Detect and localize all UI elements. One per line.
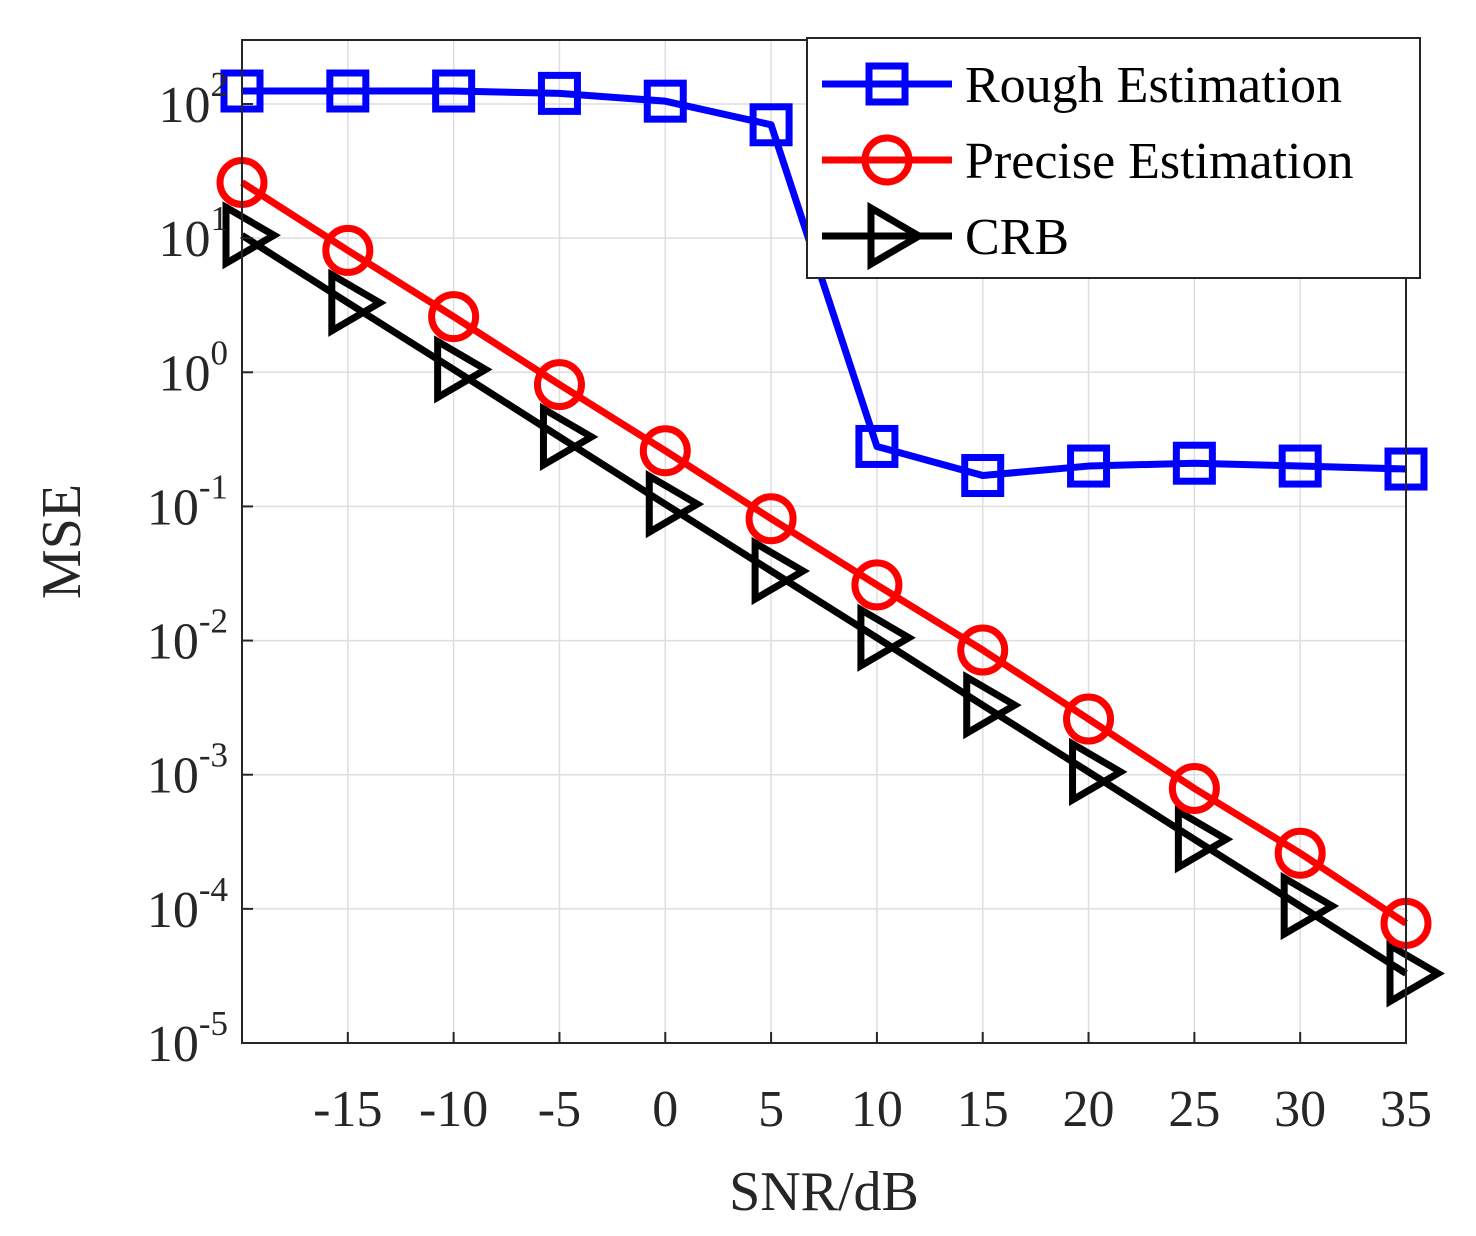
y-tick-label: 100 [159, 333, 229, 402]
legend-label: Precise Estimation [965, 133, 1353, 190]
legend-item: CRB [822, 201, 1069, 271]
data-point [963, 671, 1022, 740]
x-tick-labels: -15 -10 -5 0 5 10 15 20 25 30 35 [313, 1081, 1432, 1138]
series-precise-estimation [216, 156, 1432, 949]
legend-marker [861, 134, 913, 186]
data-point [434, 335, 493, 404]
data-point [957, 624, 1009, 676]
data-point [751, 536, 811, 606]
data-point [533, 359, 585, 411]
y-tick-exponent: 1 [211, 199, 229, 238]
y-tick-base: 10 [147, 882, 199, 939]
data-point [1069, 737, 1128, 806]
data-point [1168, 762, 1220, 814]
y-tick-exponent: -5 [199, 1004, 228, 1043]
legend: Rough Estimation Precise Estimation CRB [806, 37, 1421, 279]
data-point [539, 402, 599, 471]
y-tick-base: 10 [147, 479, 199, 536]
data-point [1280, 871, 1340, 941]
y-tick-label: 10-1 [147, 467, 228, 536]
data-point [537, 71, 581, 115]
data-point [432, 69, 476, 113]
x-tick-label: -15 [313, 1081, 382, 1138]
y-tick-base: 10 [147, 748, 199, 805]
legend-marker [865, 62, 909, 106]
series-crb [222, 201, 1445, 1008]
y-tick-exponent: 2 [211, 65, 229, 104]
data-point [857, 603, 916, 672]
legend-label: Rough Estimation [965, 57, 1342, 114]
data-point [326, 69, 370, 113]
x-tick-label: 35 [1380, 1081, 1432, 1138]
series-layer [216, 69, 1445, 1008]
data-point [639, 425, 691, 477]
x-tick-label: 5 [758, 1081, 784, 1138]
x-tick-label: -10 [419, 1081, 488, 1138]
y-tick-base: 10 [147, 1016, 199, 1073]
x-tick-label: 25 [1168, 1081, 1220, 1138]
y-tick-exponent: -2 [199, 602, 228, 641]
y-tick-exponent: 0 [211, 333, 229, 372]
axis-ticks [242, 103, 1407, 1044]
data-point [1067, 444, 1111, 488]
y-tick-exponent: -1 [199, 467, 228, 506]
y-tick-label: 102 [159, 65, 229, 134]
data-point [1278, 444, 1322, 488]
legend-item: Precise Estimation [822, 133, 1353, 190]
y-tick-base: 10 [147, 614, 199, 671]
data-point [322, 224, 374, 276]
legend-label: CRB [965, 209, 1069, 266]
y-tick-base: 10 [159, 77, 211, 134]
data-point [222, 201, 281, 270]
data-point [328, 268, 387, 337]
y-tick-label: 10-4 [147, 870, 228, 939]
series-rough-estimation [220, 69, 1428, 498]
data-point [643, 79, 687, 123]
y-tick-base: 10 [159, 211, 211, 268]
y-tick-exponent: -3 [199, 736, 228, 775]
y-tick-label: 10-5 [147, 1004, 228, 1073]
data-point [1274, 827, 1326, 879]
data-point [851, 559, 903, 611]
y-axis-title: MSE [31, 484, 93, 599]
y-tick-base: 10 [159, 345, 211, 402]
data-point [749, 103, 793, 147]
data-point [745, 493, 797, 545]
y-tick-label: 10-2 [147, 602, 228, 671]
data-point [428, 291, 480, 343]
legend-marker [867, 201, 926, 271]
x-tick-label: -5 [538, 1081, 581, 1138]
data-point [1174, 805, 1234, 874]
x-tick-label: 10 [851, 1081, 903, 1138]
x-tick-label: 0 [652, 1081, 678, 1138]
data-point [645, 470, 705, 539]
y-tick-label: 101 [159, 199, 229, 268]
x-tick-label: 30 [1274, 1081, 1326, 1138]
y-tick-exponent: -4 [199, 870, 228, 909]
y-tick-label: 10-3 [147, 736, 228, 805]
x-tick-label: 15 [957, 1081, 1009, 1138]
data-point [1386, 939, 1445, 1008]
data-point [961, 454, 1005, 498]
legend-item: Rough Estimation [822, 57, 1342, 114]
x-axis-title: SNR/dB [729, 1161, 919, 1223]
x-tick-label: 20 [1063, 1081, 1115, 1138]
data-point [1063, 693, 1115, 745]
data-point [855, 424, 899, 468]
data-point [1172, 441, 1216, 485]
